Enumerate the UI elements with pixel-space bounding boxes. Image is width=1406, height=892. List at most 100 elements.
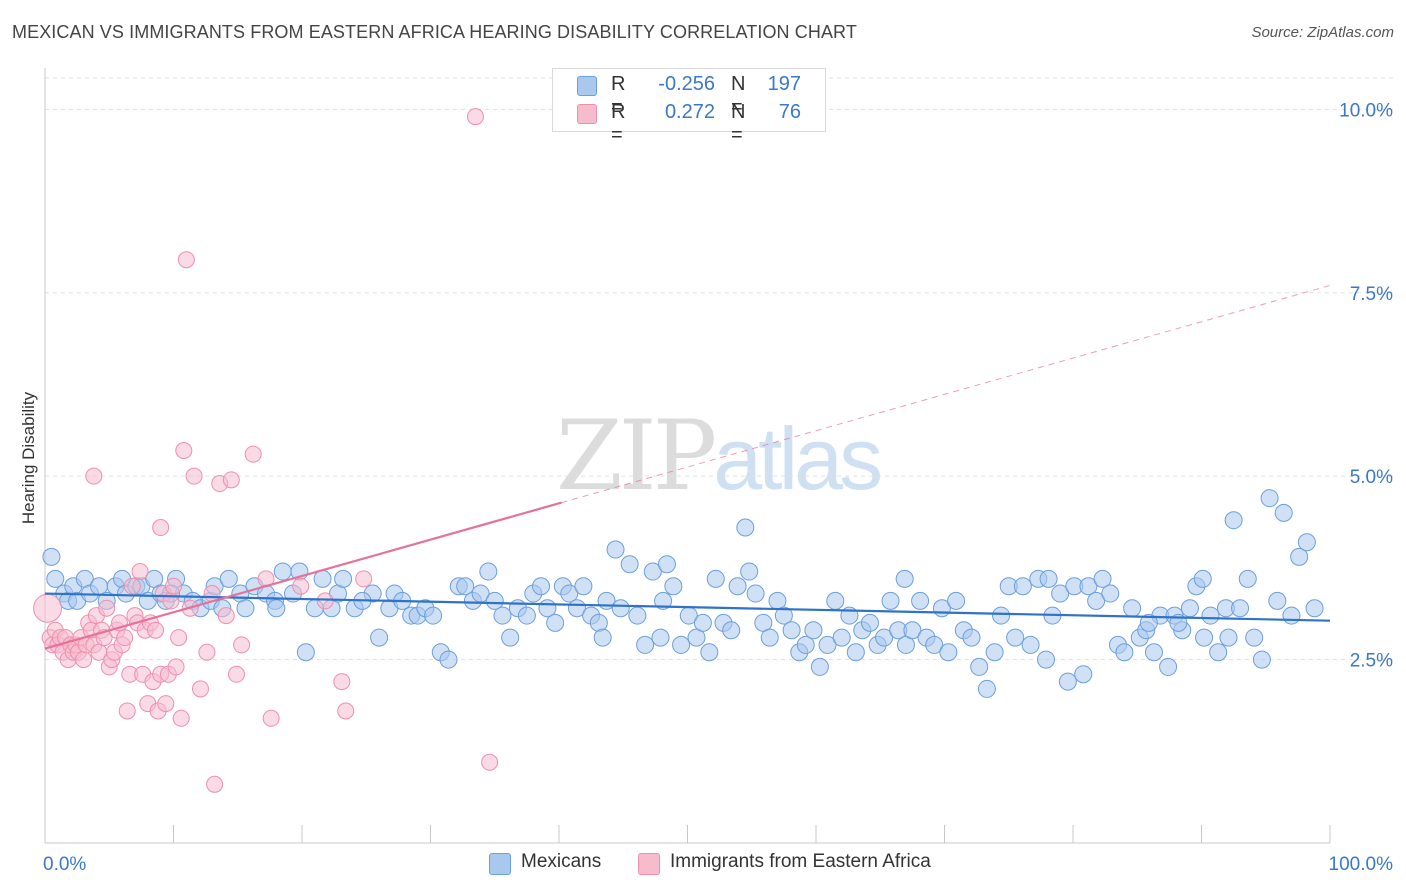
y-tick-label: 10.0% — [1339, 100, 1393, 121]
mexicans-point — [370, 628, 389, 647]
legend-n-value: 197 — [767, 73, 801, 95]
mexicans-point — [925, 635, 944, 654]
legend-n-label: N = — [731, 73, 746, 118]
mexicans-point — [643, 562, 662, 581]
eastern-africa-point — [337, 702, 355, 720]
mexicans-point — [1144, 643, 1163, 662]
mexicans-point — [501, 628, 520, 647]
mexicans-point — [818, 635, 837, 654]
eastern-africa-point — [466, 108, 484, 126]
mexicans-point — [846, 643, 865, 662]
mexicans-point — [1201, 606, 1220, 625]
eastern-africa-point — [217, 607, 235, 625]
mexicans-point — [267, 599, 286, 618]
legend-r-value: -0.256 — [658, 73, 715, 95]
legend-swatch-blue — [489, 853, 511, 875]
mexicans-point — [672, 635, 691, 654]
eastern-africa-point — [262, 709, 280, 727]
mexicans-point — [1115, 643, 1134, 662]
mexicans-point — [1139, 613, 1158, 632]
mexicans-point — [636, 635, 655, 654]
mexicans-point — [273, 562, 292, 581]
eastern-africa-point — [316, 592, 334, 610]
mexicans-point — [977, 679, 996, 698]
eastern-africa-point — [165, 577, 182, 595]
mexicans-point — [439, 650, 458, 669]
eastern-africa-trend-extension — [561, 284, 1331, 504]
mexicans-point — [1274, 503, 1293, 522]
mexicans-point — [236, 599, 255, 618]
eastern-africa-point — [198, 643, 216, 661]
y-axis-label: Hearing Disability — [19, 391, 38, 524]
mexicans-point — [782, 621, 801, 640]
mexicans-point — [664, 577, 683, 596]
mexicans-point — [962, 628, 981, 647]
mexicans-point — [546, 613, 565, 632]
mexicans-point — [42, 547, 61, 566]
eastern-africa-point — [227, 665, 245, 683]
eastern-africa-point — [355, 570, 373, 588]
eastern-africa-point — [33, 593, 63, 623]
mexicans-point — [804, 621, 823, 640]
eastern-africa-point — [481, 753, 499, 771]
legend-swatch-pink — [638, 853, 660, 875]
legend-r-label: R = — [611, 73, 626, 118]
mexicans-point — [628, 606, 647, 625]
mexicans-point — [517, 606, 536, 625]
mexicans-point — [700, 643, 719, 662]
mexicans-point — [1219, 628, 1238, 647]
watermark-zip: ZIP — [556, 400, 717, 512]
eastern-africa-point — [131, 563, 149, 581]
eastern-africa-point — [244, 445, 262, 463]
mexicans-point — [606, 540, 625, 559]
eastern-africa-point — [123, 577, 141, 595]
x-tick-label: 0.0% — [43, 854, 86, 875]
eastern-africa-point — [85, 467, 103, 485]
eastern-africa-points — [33, 108, 499, 793]
mexicans-point — [881, 591, 900, 610]
x-tick-label: 100.0% — [1329, 854, 1394, 875]
mexicans-point — [1087, 591, 1106, 610]
eastern-africa-point — [177, 251, 195, 269]
y-tick-label: 7.5% — [1350, 284, 1393, 305]
mexicans-point — [832, 628, 851, 647]
tick-labels: 2.5% 5.0% 7.5% 10.0% 0.0% 100.0% Hearing Disab… — [19, 100, 1393, 875]
trend-lines — [44, 284, 1331, 650]
mexicans-point — [334, 569, 353, 588]
mexicans-point — [1037, 650, 1056, 669]
eastern-africa-point — [175, 441, 193, 459]
mexicans-point — [736, 518, 755, 537]
mexicans-point — [46, 569, 65, 588]
mexicans-point — [722, 621, 741, 640]
mexicans-point — [1305, 599, 1324, 618]
watermark-atlas: atlas — [713, 409, 883, 508]
stats-legend: R = -0.256 N = 197 R = 0.272 N = 76 — [552, 68, 826, 146]
eastern-africa-point — [172, 709, 190, 727]
mexicans-trend-line — [44, 592, 1331, 622]
mexicans-point — [875, 628, 894, 647]
legend-swatch-blue — [577, 76, 597, 96]
legend-label-mexicans: Mexicans — [521, 851, 602, 872]
mexicans-point — [1180, 599, 1199, 618]
mexicans-point — [1260, 489, 1279, 508]
mexicans-point — [574, 577, 593, 596]
mexicans-point — [456, 577, 475, 596]
mexicans-point — [1021, 635, 1040, 654]
mexicans-point — [1101, 584, 1120, 603]
mexicans-point — [1006, 628, 1025, 647]
mexicans-point — [1123, 599, 1142, 618]
mexicans-points — [42, 489, 1324, 698]
mexicans-point — [651, 628, 670, 647]
mexicans-point — [939, 643, 958, 662]
mexicans-point — [560, 584, 579, 603]
eastern-africa-point — [118, 702, 136, 720]
eastern-africa-point — [170, 629, 188, 647]
mexicans-point — [1290, 547, 1309, 566]
eastern-africa-point — [75, 651, 93, 669]
legend-r-value: 0.272 — [664, 101, 715, 123]
mexicans-point — [693, 613, 712, 632]
eastern-africa-point — [206, 775, 224, 793]
mexicans-point — [1282, 606, 1301, 625]
mexicans-point — [611, 599, 630, 618]
mexicans-point — [1013, 577, 1032, 596]
